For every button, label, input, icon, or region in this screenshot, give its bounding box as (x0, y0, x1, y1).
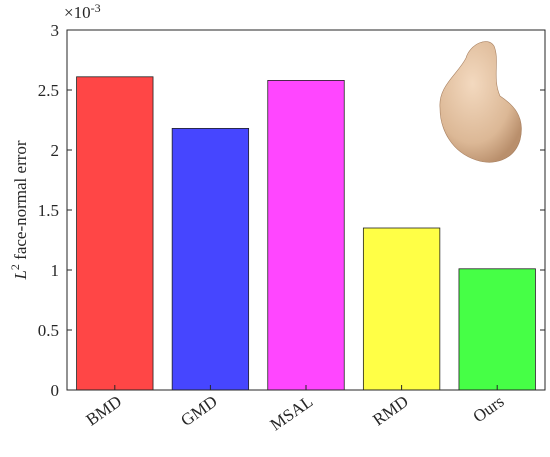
x-tick-label: Ours (470, 392, 508, 427)
x-tick-label: RMD (369, 392, 412, 430)
y-label-base: L (11, 270, 30, 280)
bar (458, 268, 536, 391)
mesh-inset (439, 41, 522, 163)
bars (76, 76, 536, 391)
y-tick-label: 0 (51, 381, 60, 400)
y-tick-label: 2 (51, 141, 60, 160)
y-multiplier: ×10-3 (64, 1, 101, 22)
x-tick-label: BMD (82, 392, 125, 430)
multiplier-base: ×10 (64, 3, 91, 22)
bar (362, 227, 441, 391)
y-axis-label: L2 face-normal error (8, 140, 30, 280)
y-tick-label: 1.5 (38, 201, 59, 220)
y-label-sup: 2 (8, 264, 22, 270)
y-tick-label: 2.5 (38, 81, 59, 100)
bar (76, 76, 154, 391)
y-tick-label: 0.5 (38, 321, 59, 340)
x-tick-label: GMD (177, 392, 220, 430)
y-tick-label: 3 (51, 21, 60, 40)
x-tick-label: MSAL (267, 392, 317, 435)
multiplier-exponent: -3 (91, 1, 101, 15)
y-label-text: face-normal error (11, 140, 30, 264)
bar (267, 80, 345, 391)
bar (171, 127, 250, 391)
y-tick-label: 1 (51, 261, 60, 280)
